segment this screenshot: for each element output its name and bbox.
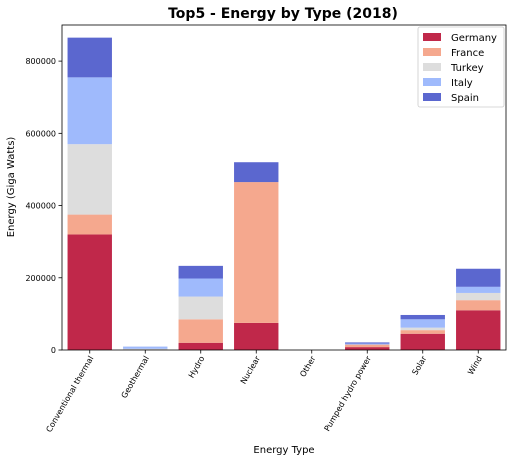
legend-label-turkey: Turkey: [450, 63, 484, 74]
y-tick-label: 600000: [25, 129, 56, 138]
bar-hydro-turkey: [178, 296, 223, 320]
y-tick-label: 0: [51, 346, 56, 355]
bar-solar-italy: [400, 319, 445, 328]
bar-solar-germany: [400, 333, 445, 350]
legend-swatch-france: [423, 48, 441, 56]
legend-swatch-germany: [423, 33, 441, 41]
plot-frame: [61, 24, 507, 351]
legend-swatch-turkey: [423, 63, 441, 71]
bar-conventional-thermal-spain: [67, 37, 112, 78]
y-axis: 0 200000 400000 600000 800000: [25, 57, 62, 355]
bar-pumped-hydro-power-germany: [345, 347, 390, 350]
bar-nuclear-germany: [234, 322, 279, 350]
y-axis-label: Energy (Giga Watts): [6, 137, 17, 238]
bar-solar-spain: [400, 314, 445, 320]
chart-title: Top5 - Energy by Type (2018): [168, 6, 398, 22]
bar-hydro-italy: [178, 278, 223, 297]
bar-geothermal-turkey: [123, 348, 168, 350]
bar-conventional-thermal-france: [67, 214, 112, 235]
bar-hydro-spain: [178, 265, 223, 279]
bar-pumped-hydro-power-spain: [345, 342, 390, 344]
legend-swatch-italy: [423, 78, 441, 86]
bar-wind-spain: [456, 268, 501, 287]
bars-layer: [67, 37, 501, 350]
x-axis-label: Energy Type: [253, 445, 314, 456]
bar-solar-france: [400, 330, 445, 334]
legend: Germany France Turkey Italy Spain: [417, 26, 505, 108]
legend-swatch-spain: [423, 93, 441, 101]
y-tick-label: 800000: [25, 57, 56, 66]
bar-pumped-hydro-power-italy: [345, 343, 390, 345]
legend-label-germany: Germany: [451, 33, 497, 44]
legend-box: [417, 26, 505, 108]
bar-wind-turkey: [456, 292, 501, 301]
bar-hydro-france: [178, 319, 223, 343]
y-tick-label: 200000: [25, 274, 56, 283]
legend-label-italy: Italy: [451, 78, 473, 89]
bar-conventional-thermal-turkey: [67, 144, 112, 215]
bar-wind-germany: [456, 310, 501, 350]
bar-wind-france: [456, 300, 501, 311]
y-tick-label: 400000: [25, 202, 56, 211]
legend-items: Germany France Turkey Italy Spain: [423, 33, 497, 104]
bar-hydro-germany: [178, 342, 223, 350]
bar-conventional-thermal-italy: [67, 77, 112, 145]
bar-nuclear-spain: [234, 162, 279, 183]
bar-conventional-thermal-germany: [67, 234, 112, 350]
bar-nuclear-france: [234, 182, 279, 323]
bar-solar-turkey: [400, 327, 445, 331]
bar-wind-italy: [456, 286, 501, 293]
bar-pumped-hydro-power-france: [345, 344, 390, 348]
bar-geothermal-italy: [123, 346, 168, 349]
legend-label-spain: Spain: [451, 93, 479, 104]
legend-label-france: France: [451, 48, 484, 59]
